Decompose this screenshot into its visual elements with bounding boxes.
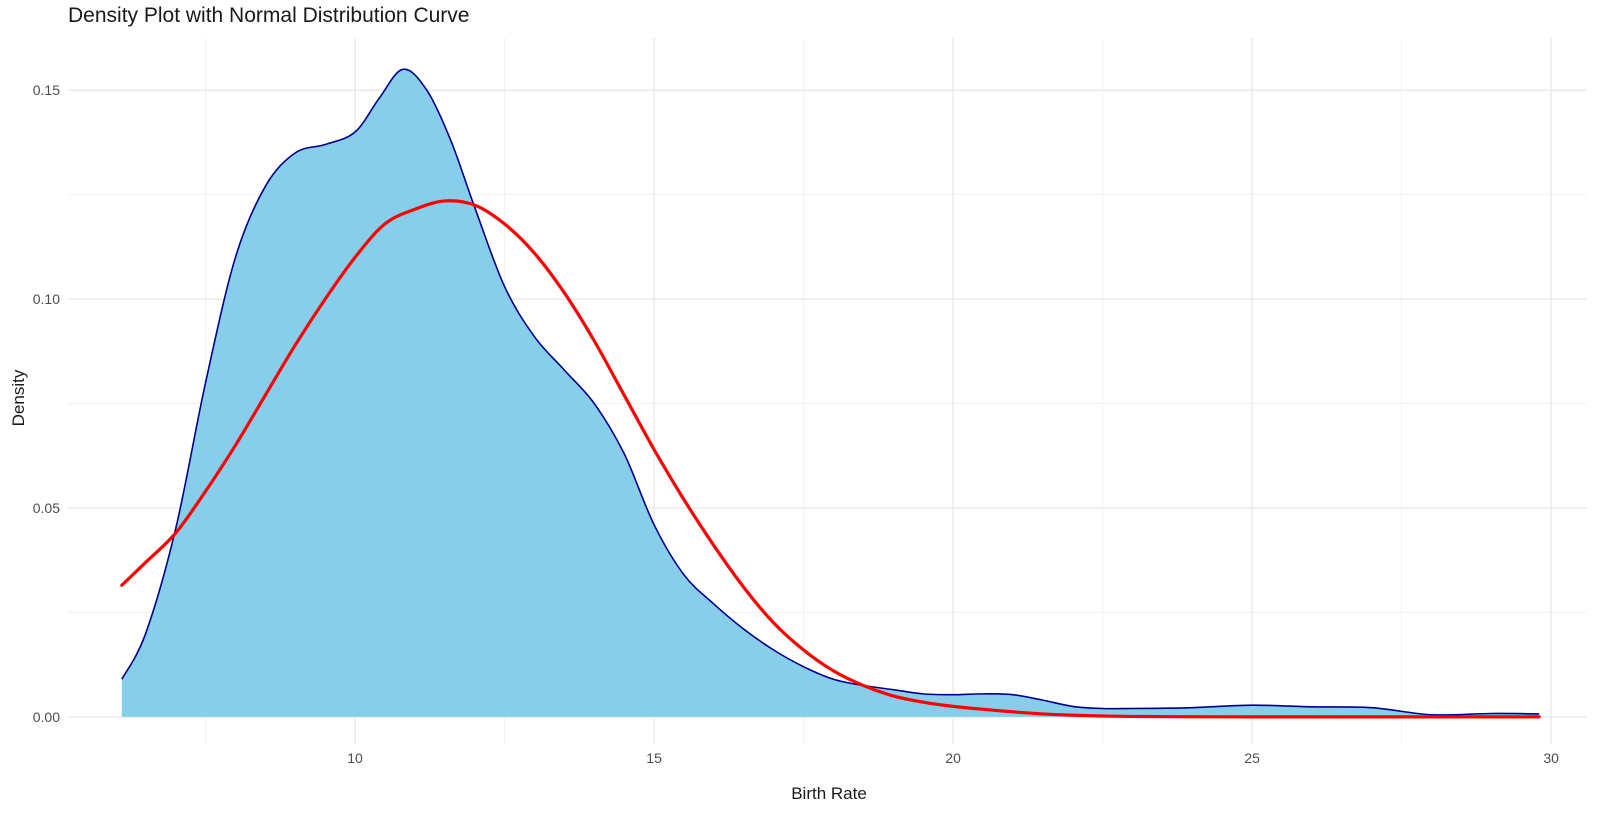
y-tick-label: 0.10 bbox=[33, 291, 60, 307]
normal-distribution-curve bbox=[120, 199, 1541, 719]
y-axis-label: Density bbox=[9, 369, 28, 426]
density-area-fill bbox=[121, 69, 1540, 717]
y-tick-label: 0.15 bbox=[33, 82, 60, 98]
x-tick-label: 25 bbox=[1244, 750, 1260, 766]
x-axis-label: Birth Rate bbox=[791, 784, 867, 803]
chart-title: Density Plot with Normal Distribution Cu… bbox=[68, 4, 470, 27]
series-layer bbox=[120, 68, 1541, 719]
x-tick-label: 20 bbox=[945, 750, 961, 766]
axis-layer: 10 15 20 25 30 0.00 0.05 0.10 0.15 bbox=[33, 82, 1559, 766]
y-tick-label: 0.00 bbox=[33, 709, 60, 725]
x-tick-label: 15 bbox=[646, 750, 662, 766]
density-outline bbox=[121, 68, 1540, 716]
y-tick-label: 0.05 bbox=[33, 500, 60, 516]
x-tick-label: 30 bbox=[1543, 750, 1559, 766]
x-tick-label: 10 bbox=[347, 750, 363, 766]
